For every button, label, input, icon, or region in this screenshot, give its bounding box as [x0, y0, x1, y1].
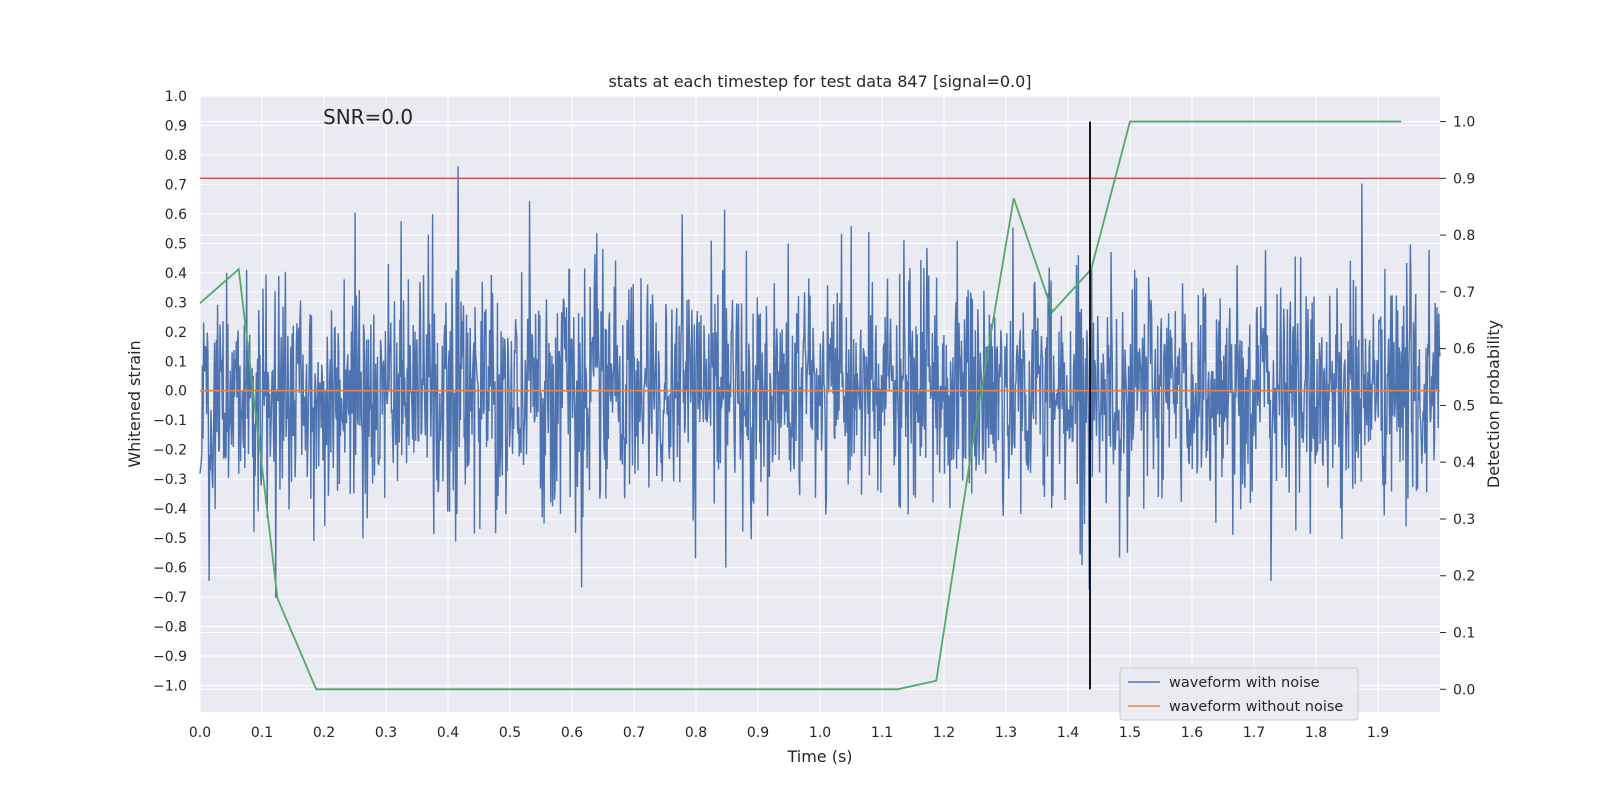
y2-tick-label: 0.4	[1453, 455, 1475, 471]
snr-annotation: SNR=0.0	[323, 105, 413, 129]
legend-box	[1119, 667, 1359, 721]
y-tick-label: −1.0	[153, 678, 187, 694]
y-tick-label: 0.8	[165, 148, 187, 164]
y-tick-label: −0.7	[153, 590, 187, 606]
x-tick-label: 1.6	[1181, 725, 1203, 741]
series-line-waveform-with-noise	[199, 166, 1441, 598]
y2-tick-label: 0.5	[1453, 398, 1475, 414]
y-tick-label: −0.6	[153, 561, 187, 577]
y-tick-label: −0.1	[153, 413, 187, 429]
x-tick-label: 1.0	[809, 725, 831, 741]
y-tick-label: 0.1	[165, 354, 187, 370]
x-axis-label: Time (s)	[786, 747, 852, 766]
y-tick-label: −0.9	[153, 649, 187, 665]
y2-tick-label: 0.9	[1453, 171, 1475, 187]
y-tick-label: −0.4	[153, 502, 187, 518]
y2-tick-label: 1.0	[1453, 115, 1475, 131]
y-tick-label: 0.6	[165, 207, 187, 223]
y2-axis-ticks: 1.0 0.9 0.8 0.7 0.6 0.5 0.4 0.3 0.2 0.1 0.0	[1440, 115, 1475, 698]
y-tick-label: −0.3	[153, 472, 187, 488]
y2-tick-label: 0.0	[1453, 682, 1475, 698]
y2-tick-label: 0.3	[1453, 512, 1475, 528]
y-tick-label: 0.2	[165, 325, 187, 341]
x-tick-label: 0.2	[313, 725, 335, 741]
x-tick-label: 0.3	[375, 725, 397, 741]
series-line-detection-probability	[199, 120, 1402, 691]
y-tick-label: −0.5	[153, 531, 187, 547]
y-tick-label: −0.2	[153, 443, 187, 459]
x-tick-label: 1.4	[1057, 725, 1079, 741]
y-tick-label: 0.5	[165, 236, 187, 252]
x-tick-label: 0.0	[189, 725, 211, 741]
x-tick-label: 1.8	[1305, 725, 1327, 741]
legend-label-noise: waveform with noise	[1169, 675, 1320, 691]
y-tick-label: 0.4	[165, 266, 187, 282]
y2-tick-label: 0.2	[1453, 569, 1475, 585]
y-axis-ticks: 1.0 0.9 0.8 0.7 0.6 0.5 0.4 0.3 0.2 0.1 0.0 −0.1 −0.…	[153, 89, 187, 694]
y2-tick-label: 0.7	[1453, 285, 1475, 301]
x-tick-label: 0.6	[561, 725, 583, 741]
x-tick-label: 0.7	[623, 725, 645, 741]
y2-axis-label: Detection probability	[1484, 320, 1503, 488]
x-axis-ticks: 0.0 0.1 0.2 0.3 0.4 0.5 0.6 0.7 0.8 0.9 1.0 1.1 1.2 1…	[189, 725, 1389, 741]
x-tick-label: 1.5	[1119, 725, 1141, 741]
x-tick-label: 0.4	[437, 725, 459, 741]
x-tick-label: 1.3	[995, 725, 1017, 741]
y-tick-label: 0.0	[165, 384, 187, 400]
y2-tick-label: 0.6	[1453, 342, 1475, 358]
y-tick-label: 0.7	[165, 177, 187, 193]
x-tick-label: 1.2	[933, 725, 955, 741]
x-tick-label: 0.8	[685, 725, 707, 741]
x-tick-label: 0.9	[747, 725, 769, 741]
legend-label-clean: waveform without noise	[1169, 699, 1343, 715]
y-axis-label: Whitened strain	[125, 340, 144, 467]
x-tick-label: 0.5	[499, 725, 521, 741]
y-tick-label: 1.0	[165, 89, 187, 105]
x-tick-label: 1.9	[1367, 725, 1389, 741]
x-tick-label: 0.1	[251, 725, 273, 741]
chart-title: stats at each timestep for test data 847…	[608, 72, 1031, 91]
series-layer	[199, 120, 1441, 691]
legend: waveform with noise waveform without noi…	[1119, 667, 1359, 721]
y-tick-label: 0.3	[165, 295, 187, 311]
x-tick-label: 1.7	[1243, 725, 1265, 741]
x-tick-label: 1.1	[871, 725, 893, 741]
y2-tick-label: 0.1	[1453, 626, 1475, 642]
y-tick-label: 0.9	[165, 118, 187, 134]
y2-tick-label: 0.8	[1453, 228, 1475, 244]
y-tick-label: −0.8	[153, 620, 187, 636]
